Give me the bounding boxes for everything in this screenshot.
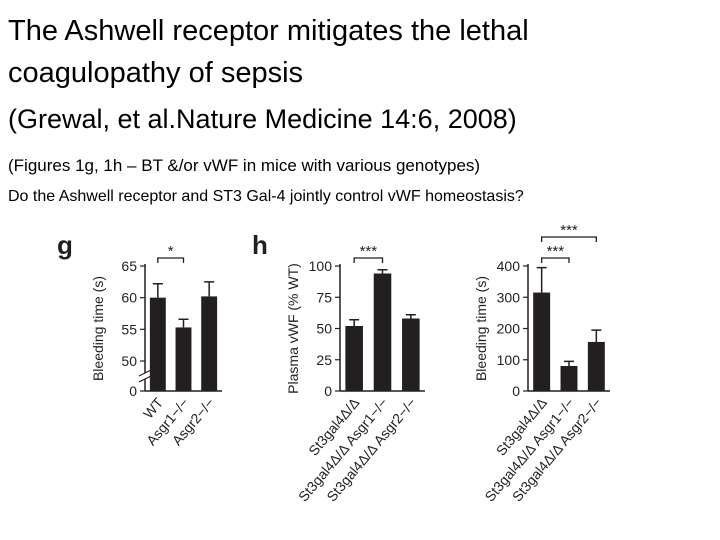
panel-label: g [57, 230, 73, 260]
error-bar [564, 360, 574, 366]
y-tick-label: 200 [497, 321, 521, 337]
y-tick-label: 400 [497, 258, 521, 274]
error-bar [536, 266, 547, 293]
y-tick-label: 100 [497, 352, 521, 368]
bar [533, 292, 551, 391]
y-tick-label: 300 [497, 289, 521, 305]
y-tick-label: 75 [316, 289, 332, 305]
title-line: The Ashwell receptor mitigates the letha… [8, 15, 529, 47]
figures-note: (Figures 1g, 1h – BT &/or vWF in mice wi… [8, 156, 481, 175]
bar [175, 327, 192, 391]
bar [149, 297, 166, 391]
significance-bracket [353, 257, 384, 263]
y-axis-label: Plasma vWF (% WT) [285, 263, 301, 394]
error-bar [349, 319, 360, 326]
significance-label: *** [560, 222, 578, 239]
y-tick-label: 25 [316, 352, 332, 368]
significance-bracket [541, 236, 597, 242]
bar [373, 273, 392, 391]
bar [402, 318, 420, 391]
axis-break-gap [139, 373, 151, 379]
y-tick-label: 55 [121, 321, 137, 337]
title-line: coagulopathy of sepsis [8, 57, 304, 89]
y-tick-label: 0 [129, 383, 137, 399]
title: The Ashwell receptor mitigates the letha… [8, 10, 529, 94]
significance-bracket [157, 257, 185, 263]
question: Do the Ashwell receptor and ST3 Gal-4 jo… [8, 188, 524, 205]
citation: (Grewal, et al.Nature Medicine 14:6, 200… [8, 104, 517, 134]
y-tick-label: 0 [512, 383, 520, 399]
y-tick-label: 65 [121, 258, 137, 274]
error-bar [178, 318, 189, 328]
bar [201, 296, 218, 391]
bar [560, 366, 578, 391]
error-bar [591, 329, 602, 342]
error-bar [405, 314, 416, 319]
y-tick-label: 100 [309, 258, 333, 274]
significance-label: *** [360, 243, 378, 260]
significance-label: *** [547, 243, 565, 260]
axis-break [138, 375, 152, 383]
y-tick-label: 50 [121, 353, 137, 369]
y-tick-label: 60 [121, 290, 137, 306]
bar [587, 341, 605, 391]
y-tick-label: 50 [316, 321, 332, 337]
significance-label: * [168, 243, 174, 260]
panel-label: h [252, 230, 268, 260]
y-tick-label: 0 [324, 383, 332, 399]
y-axis-label: Bleeding time (s) [473, 276, 489, 381]
axis-break [138, 369, 152, 377]
error-bar [152, 282, 163, 298]
error-bar [377, 269, 388, 274]
significance-bracket [541, 257, 570, 263]
y-axis-label: Bleeding time (s) [90, 276, 106, 381]
error-bar [204, 281, 215, 297]
bar [345, 326, 363, 391]
